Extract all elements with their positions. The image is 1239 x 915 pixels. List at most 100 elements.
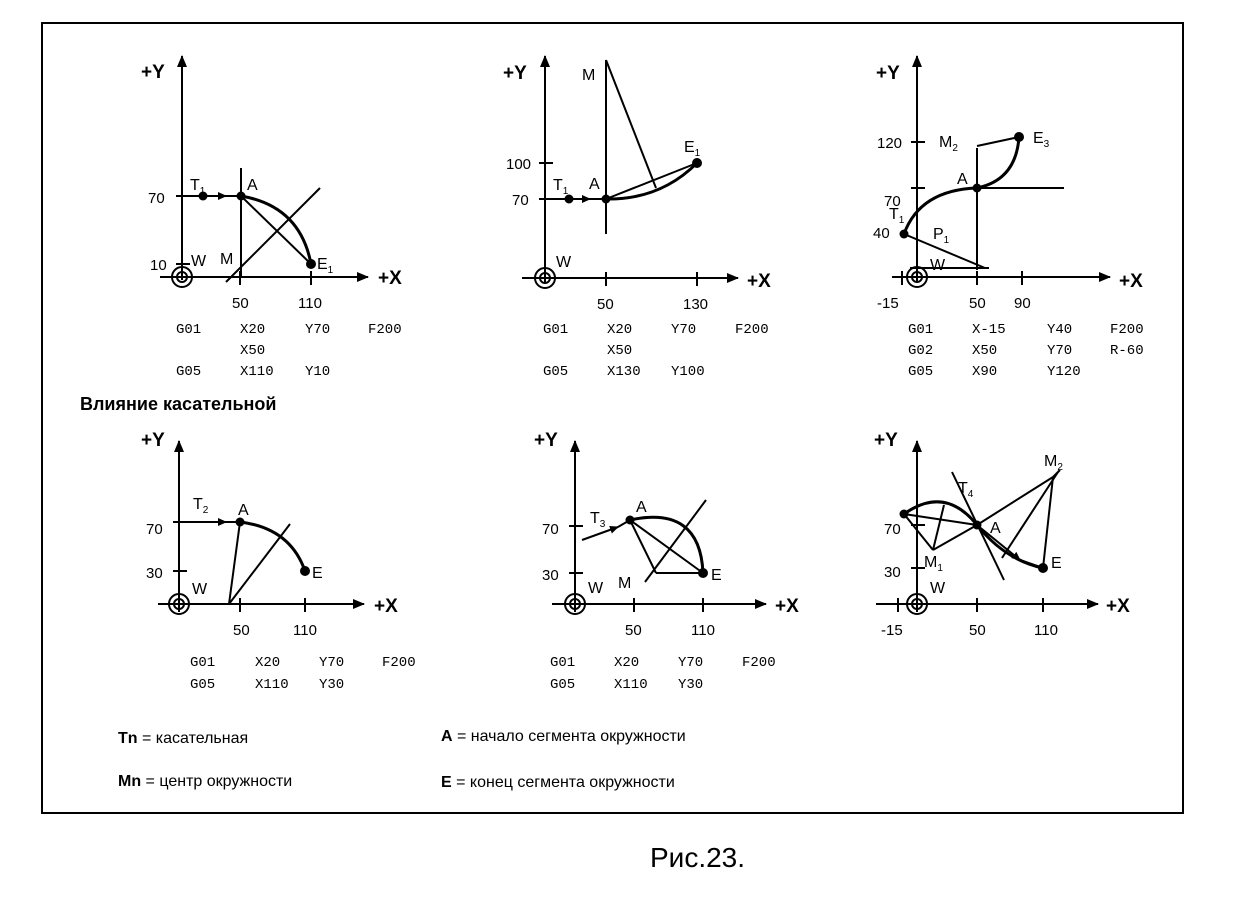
- code-cell: F200: [382, 655, 416, 671]
- legend-key: A: [441, 728, 453, 745]
- origin-label: W: [930, 257, 946, 274]
- code-cell: F200: [742, 655, 776, 671]
- origin-w: [564, 593, 586, 615]
- arc-g05: [976, 136, 1021, 190]
- code-cell: X20: [255, 655, 280, 671]
- arc-1: [903, 500, 979, 526]
- line-start-m1: [903, 513, 934, 551]
- origin-label: W: [191, 253, 207, 270]
- x-axis-label: +X: [747, 271, 771, 292]
- point-a: [625, 515, 635, 525]
- code-cell: Y100: [671, 364, 705, 380]
- center-line: [644, 499, 707, 583]
- arc: [605, 161, 699, 201]
- x-tick-label: 110: [691, 622, 715, 639]
- radius-line: [605, 59, 657, 189]
- code-cell: Y120: [1047, 364, 1081, 380]
- panel-2: [522, 55, 739, 286]
- point-a: [236, 191, 246, 201]
- panel-6-points: [899, 509, 1048, 573]
- code-cell: X50: [240, 343, 265, 359]
- legend-text: = касательная: [137, 730, 249, 747]
- origin-w: [534, 267, 556, 289]
- legend-a: A = начало сегмента окружности: [441, 728, 686, 746]
- y-tick-label: 10: [150, 257, 167, 274]
- label-e: E: [312, 565, 323, 582]
- legend-tn: Tn = касательная: [118, 730, 248, 748]
- point-t1: [198, 191, 208, 201]
- section-title: Влияние касательной: [80, 394, 277, 414]
- radius-line-a: [629, 519, 657, 574]
- arc-g02: [902, 186, 978, 235]
- legend-mn: Mn = центр окружности: [118, 773, 292, 791]
- code-cell: Y70: [678, 655, 703, 671]
- code-block-2: G01 X20 Y70 F200 X50 G05 X130 Y100: [543, 322, 769, 380]
- point-a: [601, 194, 611, 204]
- y-tick-label: 40: [873, 225, 890, 242]
- y-axis-label: +Y: [503, 63, 527, 84]
- code-block-5: G01 X20 Y70 F200 G05 X110 Y30: [550, 655, 776, 693]
- label-t: T4: [958, 480, 974, 500]
- arc: [629, 515, 705, 574]
- y-axis-label: +Y: [534, 430, 558, 451]
- x-tick-label: 110: [298, 295, 322, 312]
- code-cell: Y70: [671, 322, 696, 338]
- code-cell: X50: [972, 343, 997, 359]
- point-t1: [564, 194, 574, 204]
- x-tick-label: 110: [1034, 622, 1058, 639]
- code-cell: X-15: [972, 322, 1006, 338]
- legend-text: = центр окружности: [141, 773, 293, 790]
- code-cell: X130: [607, 364, 641, 380]
- y-tick-label: 70: [148, 190, 165, 207]
- y-axis-label: +Y: [141, 430, 165, 451]
- x-tick-label: 90: [1014, 295, 1031, 312]
- x-axis-label: +X: [374, 596, 398, 617]
- point-e: [1038, 563, 1048, 573]
- point-t1: [899, 229, 909, 239]
- code-cell: G01: [908, 322, 933, 338]
- origin-w: [171, 266, 193, 288]
- line-start-a: [903, 513, 978, 526]
- line-m2-e3: [976, 136, 1020, 147]
- y-tick-label: 70: [512, 192, 529, 209]
- y-tick-label: 70: [146, 521, 163, 538]
- point-e3: [1014, 132, 1024, 142]
- origin-label: W: [930, 580, 946, 597]
- label-m: M: [618, 575, 631, 592]
- label-e: E1: [317, 256, 334, 276]
- origin-w: [906, 593, 928, 615]
- point-e1: [692, 158, 702, 168]
- point-a: [972, 520, 982, 530]
- legend-e: E = конец сегмента окружности: [441, 774, 675, 792]
- panel-5-points: [625, 515, 708, 578]
- y-tick-label: 70: [542, 521, 559, 538]
- y-axis-label: +Y: [874, 430, 898, 451]
- code-cell: X110: [240, 364, 274, 380]
- chord-line: [629, 519, 704, 574]
- label-a: A: [247, 177, 258, 194]
- y-tick-label: 70: [884, 193, 901, 210]
- code-cell: X20: [240, 322, 265, 338]
- line-m1-a: [932, 524, 978, 551]
- panel-1-points: [198, 191, 316, 269]
- label-t: T1: [190, 177, 206, 197]
- x-tick-label: 110: [293, 622, 317, 639]
- y-tick-label: 70: [884, 521, 901, 538]
- tangent-arrow: [976, 524, 1021, 561]
- label-m1: M1: [924, 554, 943, 574]
- label-p: P1: [933, 226, 950, 246]
- label-t: T3: [590, 510, 606, 530]
- point-a: [235, 517, 245, 527]
- x-axis-label: +X: [1119, 271, 1143, 292]
- point-start: [899, 509, 909, 519]
- y-axis-label: +Y: [141, 62, 165, 83]
- code-cell: X110: [614, 677, 648, 693]
- tangent-line: [581, 525, 619, 541]
- origin-w: [168, 593, 190, 615]
- legend-key: Tn: [118, 730, 138, 747]
- legend-key: E: [441, 774, 452, 791]
- bisector-line: [240, 195, 312, 265]
- code-cell: F200: [1110, 322, 1144, 338]
- figure-frame: [41, 22, 1184, 814]
